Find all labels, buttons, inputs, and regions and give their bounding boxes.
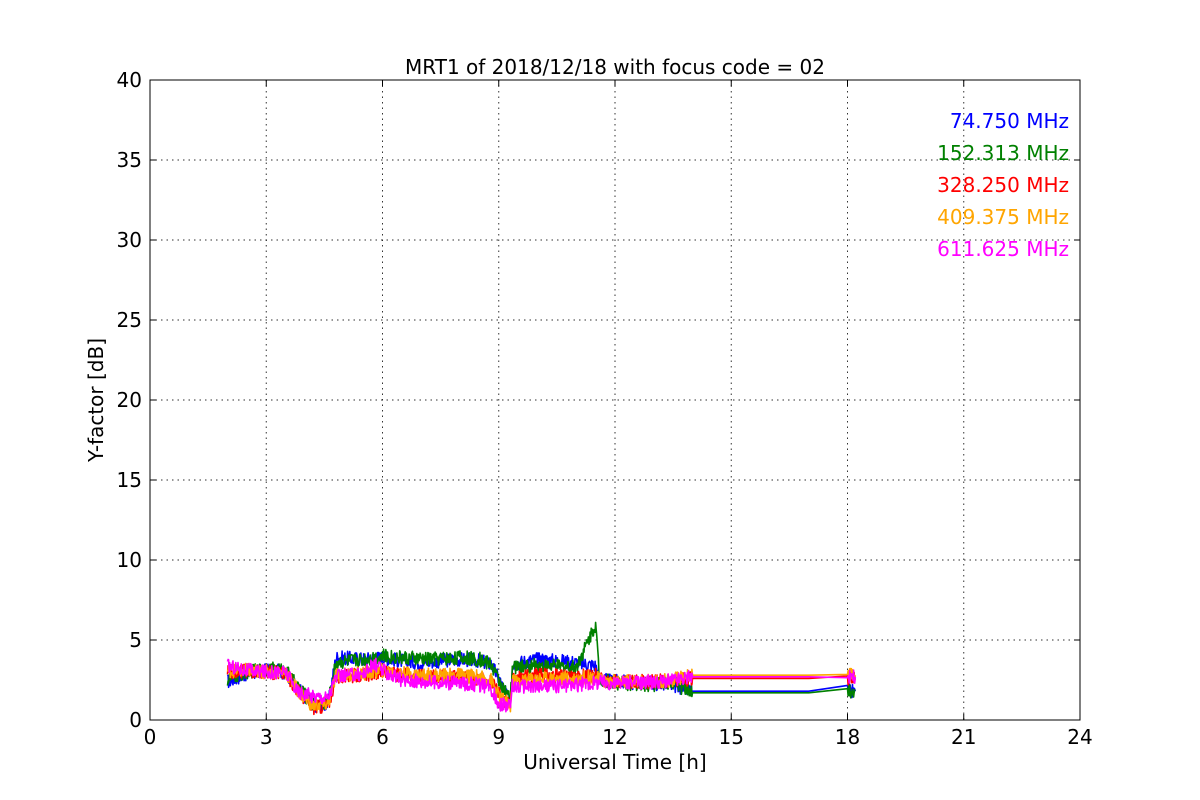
x-tick-label: 3: [260, 725, 273, 749]
x-axis-label: Universal Time [h]: [523, 750, 706, 774]
x-tick-label: 18: [835, 725, 860, 749]
legend-entry: 328.250 MHz: [937, 173, 1069, 197]
y-tick-label: 20: [117, 388, 142, 412]
y-tick-label: 30: [117, 228, 142, 252]
x-tick-label: 9: [492, 725, 505, 749]
legend-entry: 409.375 MHz: [937, 205, 1069, 229]
y-tick-label: 10: [117, 548, 142, 572]
x-tick-label: 0: [144, 725, 157, 749]
y-tick-label: 0: [129, 708, 142, 732]
chart-title: MRT1 of 2018/12/18 with focus code = 02: [405, 55, 825, 79]
legend-entry: 611.625 MHz: [937, 237, 1069, 261]
grid: [150, 80, 1080, 720]
legend-entry: 74.750 MHz: [950, 109, 1069, 133]
x-tick-label: 24: [1067, 725, 1092, 749]
y-tick-label: 35: [117, 148, 142, 172]
y-tick-label: 15: [117, 468, 142, 492]
y-tick-label: 25: [117, 308, 142, 332]
y-tick-label: 40: [117, 68, 142, 92]
y-tick-label: 5: [129, 628, 142, 652]
series-line: [226, 657, 857, 713]
axis-ticks: 0 3 6 9 12 15 18 21 24 0 5 10 15 20 25 30 35 40: [117, 68, 1093, 749]
x-tick-label: 6: [376, 725, 389, 749]
legend: 74.750 MHz 152.313 MHz 328.250 MHz 409.375 …: [937, 109, 1069, 261]
x-tick-label: 12: [602, 725, 627, 749]
legend-entry: 152.313 MHz: [937, 141, 1069, 165]
y-axis-label: Y-factor [dB]: [84, 338, 108, 463]
x-tick-label: 15: [719, 725, 744, 749]
x-tick-label: 21: [951, 725, 976, 749]
data-series: [226, 621, 857, 716]
